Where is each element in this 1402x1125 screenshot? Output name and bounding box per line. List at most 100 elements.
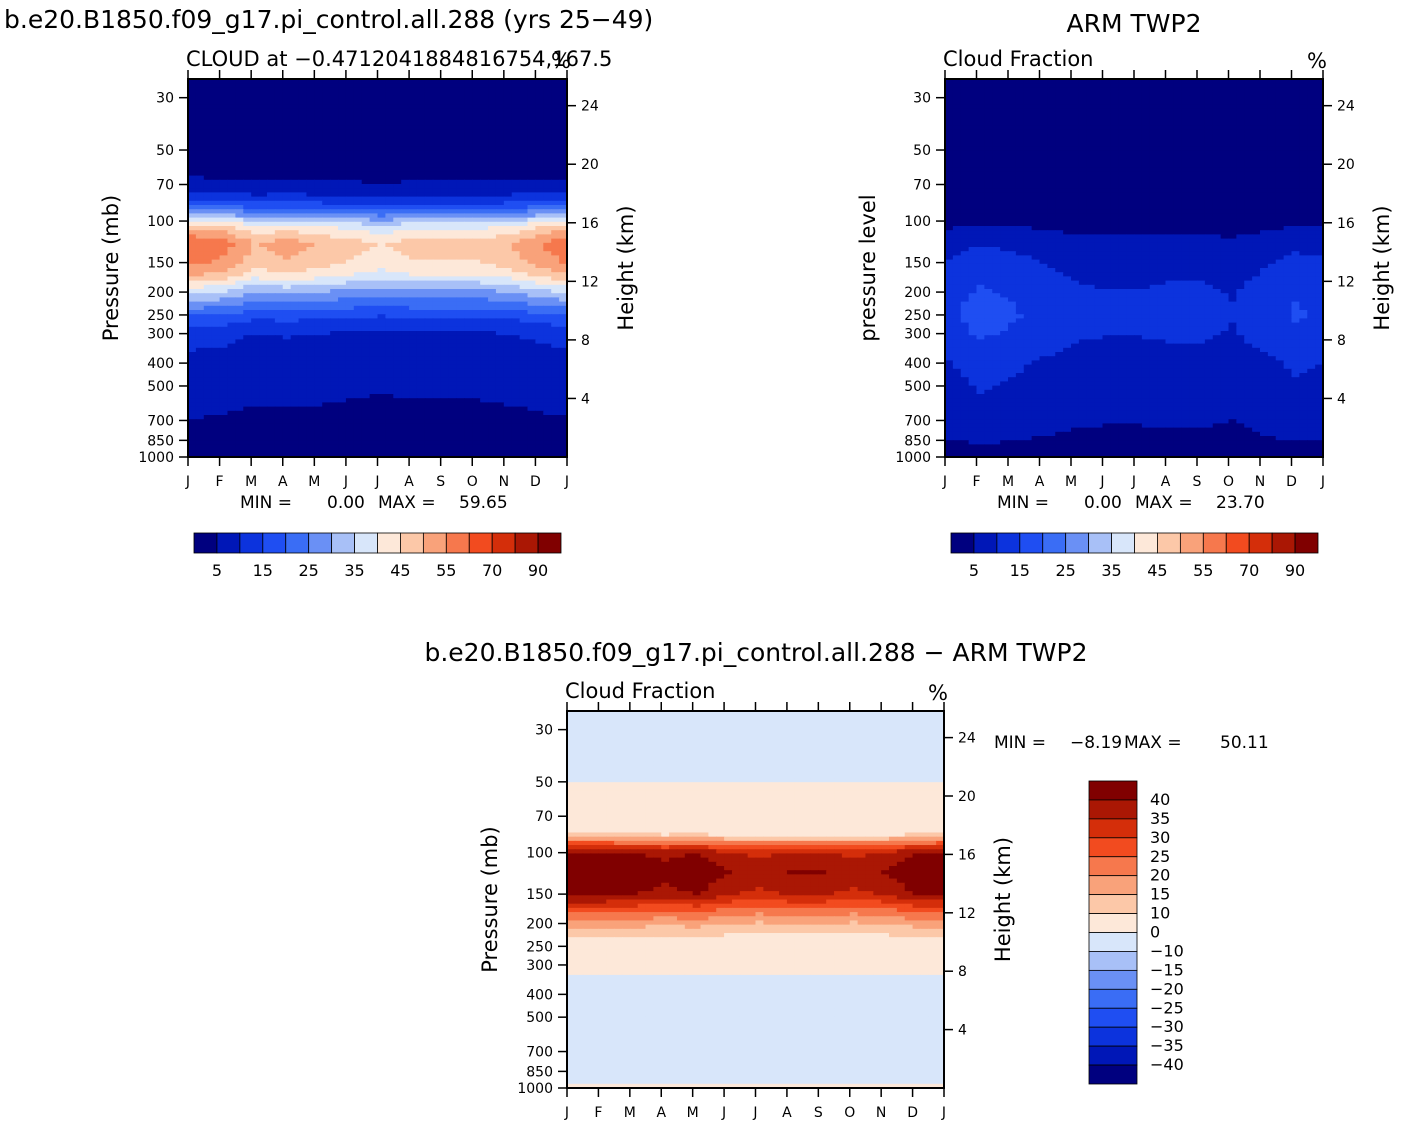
field-cell — [274, 377, 284, 382]
field-cell — [503, 150, 513, 156]
field-cell — [219, 255, 229, 261]
field-cell — [203, 87, 213, 93]
field-cell — [298, 104, 308, 109]
field-cell — [353, 146, 363, 151]
field-cell — [195, 209, 205, 214]
field-cell — [235, 146, 244, 151]
field-cell — [472, 410, 481, 416]
field-cell — [361, 394, 371, 399]
field-cell — [488, 196, 497, 202]
field-cell — [369, 347, 379, 353]
model-units: % — [551, 49, 571, 73]
field-cell — [361, 213, 371, 219]
field-cell — [338, 167, 347, 172]
field-cell — [377, 444, 386, 450]
field-cell — [338, 431, 347, 437]
field-cell — [1094, 112, 1104, 118]
field-cell — [298, 129, 308, 135]
field-cell — [1267, 87, 1277, 93]
field-cell — [409, 146, 418, 151]
field-cell — [314, 247, 323, 252]
field-cell — [266, 423, 276, 429]
field-cell — [952, 108, 962, 114]
field-cell — [543, 440, 552, 445]
field-cell — [511, 87, 521, 93]
field-cell — [314, 171, 323, 177]
field-cell — [1197, 83, 1206, 88]
field-cell — [274, 91, 284, 97]
field-cell — [235, 192, 244, 198]
field-cell — [495, 406, 505, 412]
field-cell — [306, 133, 315, 139]
field-cell — [543, 221, 552, 227]
field-cell — [393, 79, 402, 84]
field-cell — [235, 91, 244, 97]
field-cell — [393, 263, 402, 269]
field-cell — [543, 209, 552, 214]
field-cell — [1047, 121, 1056, 126]
field-cell — [1189, 116, 1198, 122]
field-cell — [432, 234, 442, 240]
field-cell — [1015, 95, 1025, 101]
field-cell — [559, 364, 568, 370]
field-cell — [282, 255, 292, 261]
field-cell — [424, 410, 434, 416]
field-cell — [1204, 100, 1214, 105]
field-cell — [1236, 95, 1245, 101]
field-cell — [330, 108, 339, 114]
field-cell — [424, 87, 434, 93]
field-cell — [385, 276, 394, 282]
field-cell — [259, 331, 268, 336]
field-cell — [393, 158, 402, 164]
field-cell — [393, 150, 402, 156]
field-cell — [952, 125, 962, 130]
field-cell — [345, 146, 355, 151]
field-cell — [314, 108, 323, 114]
field-cell — [984, 125, 993, 130]
field-cell — [992, 116, 1001, 122]
field-cell — [448, 158, 458, 164]
field-cell — [345, 129, 355, 135]
field-cell — [519, 234, 529, 240]
field-cell — [488, 171, 497, 177]
field-cell — [456, 326, 465, 332]
field-cell — [448, 100, 458, 105]
field-cell — [251, 377, 260, 382]
field-cell — [448, 188, 458, 193]
field-cell — [274, 121, 284, 126]
field-cell — [243, 91, 252, 97]
field-cell — [259, 179, 268, 185]
field-cell — [1071, 121, 1080, 126]
field-cell — [345, 335, 355, 340]
field-cell — [322, 87, 331, 93]
field-cell — [306, 381, 315, 387]
field-cell — [282, 431, 292, 437]
field-cell — [424, 221, 434, 227]
field-cell — [535, 268, 544, 273]
field-cell — [219, 284, 229, 290]
field-cell — [495, 410, 505, 416]
field-cell — [464, 217, 473, 223]
field-cell — [314, 158, 323, 164]
field-cell — [243, 419, 252, 424]
field-cell — [472, 79, 481, 84]
field-cell — [424, 356, 434, 361]
field-cell — [527, 196, 537, 202]
field-cell — [440, 406, 450, 412]
field-cell — [503, 364, 513, 370]
field-cell — [503, 339, 513, 345]
field-cell — [345, 381, 355, 387]
field-cell — [424, 251, 434, 256]
field-cell — [345, 83, 355, 88]
field-cell — [306, 217, 315, 223]
field-cell — [495, 112, 505, 118]
field-cell — [211, 150, 221, 156]
field-cell — [1244, 79, 1253, 84]
field-cell — [345, 255, 355, 261]
field-cell — [416, 251, 426, 256]
field-cell — [377, 373, 386, 378]
field-cell — [330, 394, 339, 399]
field-cell — [503, 137, 513, 143]
field-cell — [290, 175, 300, 181]
field-cell — [377, 188, 386, 193]
